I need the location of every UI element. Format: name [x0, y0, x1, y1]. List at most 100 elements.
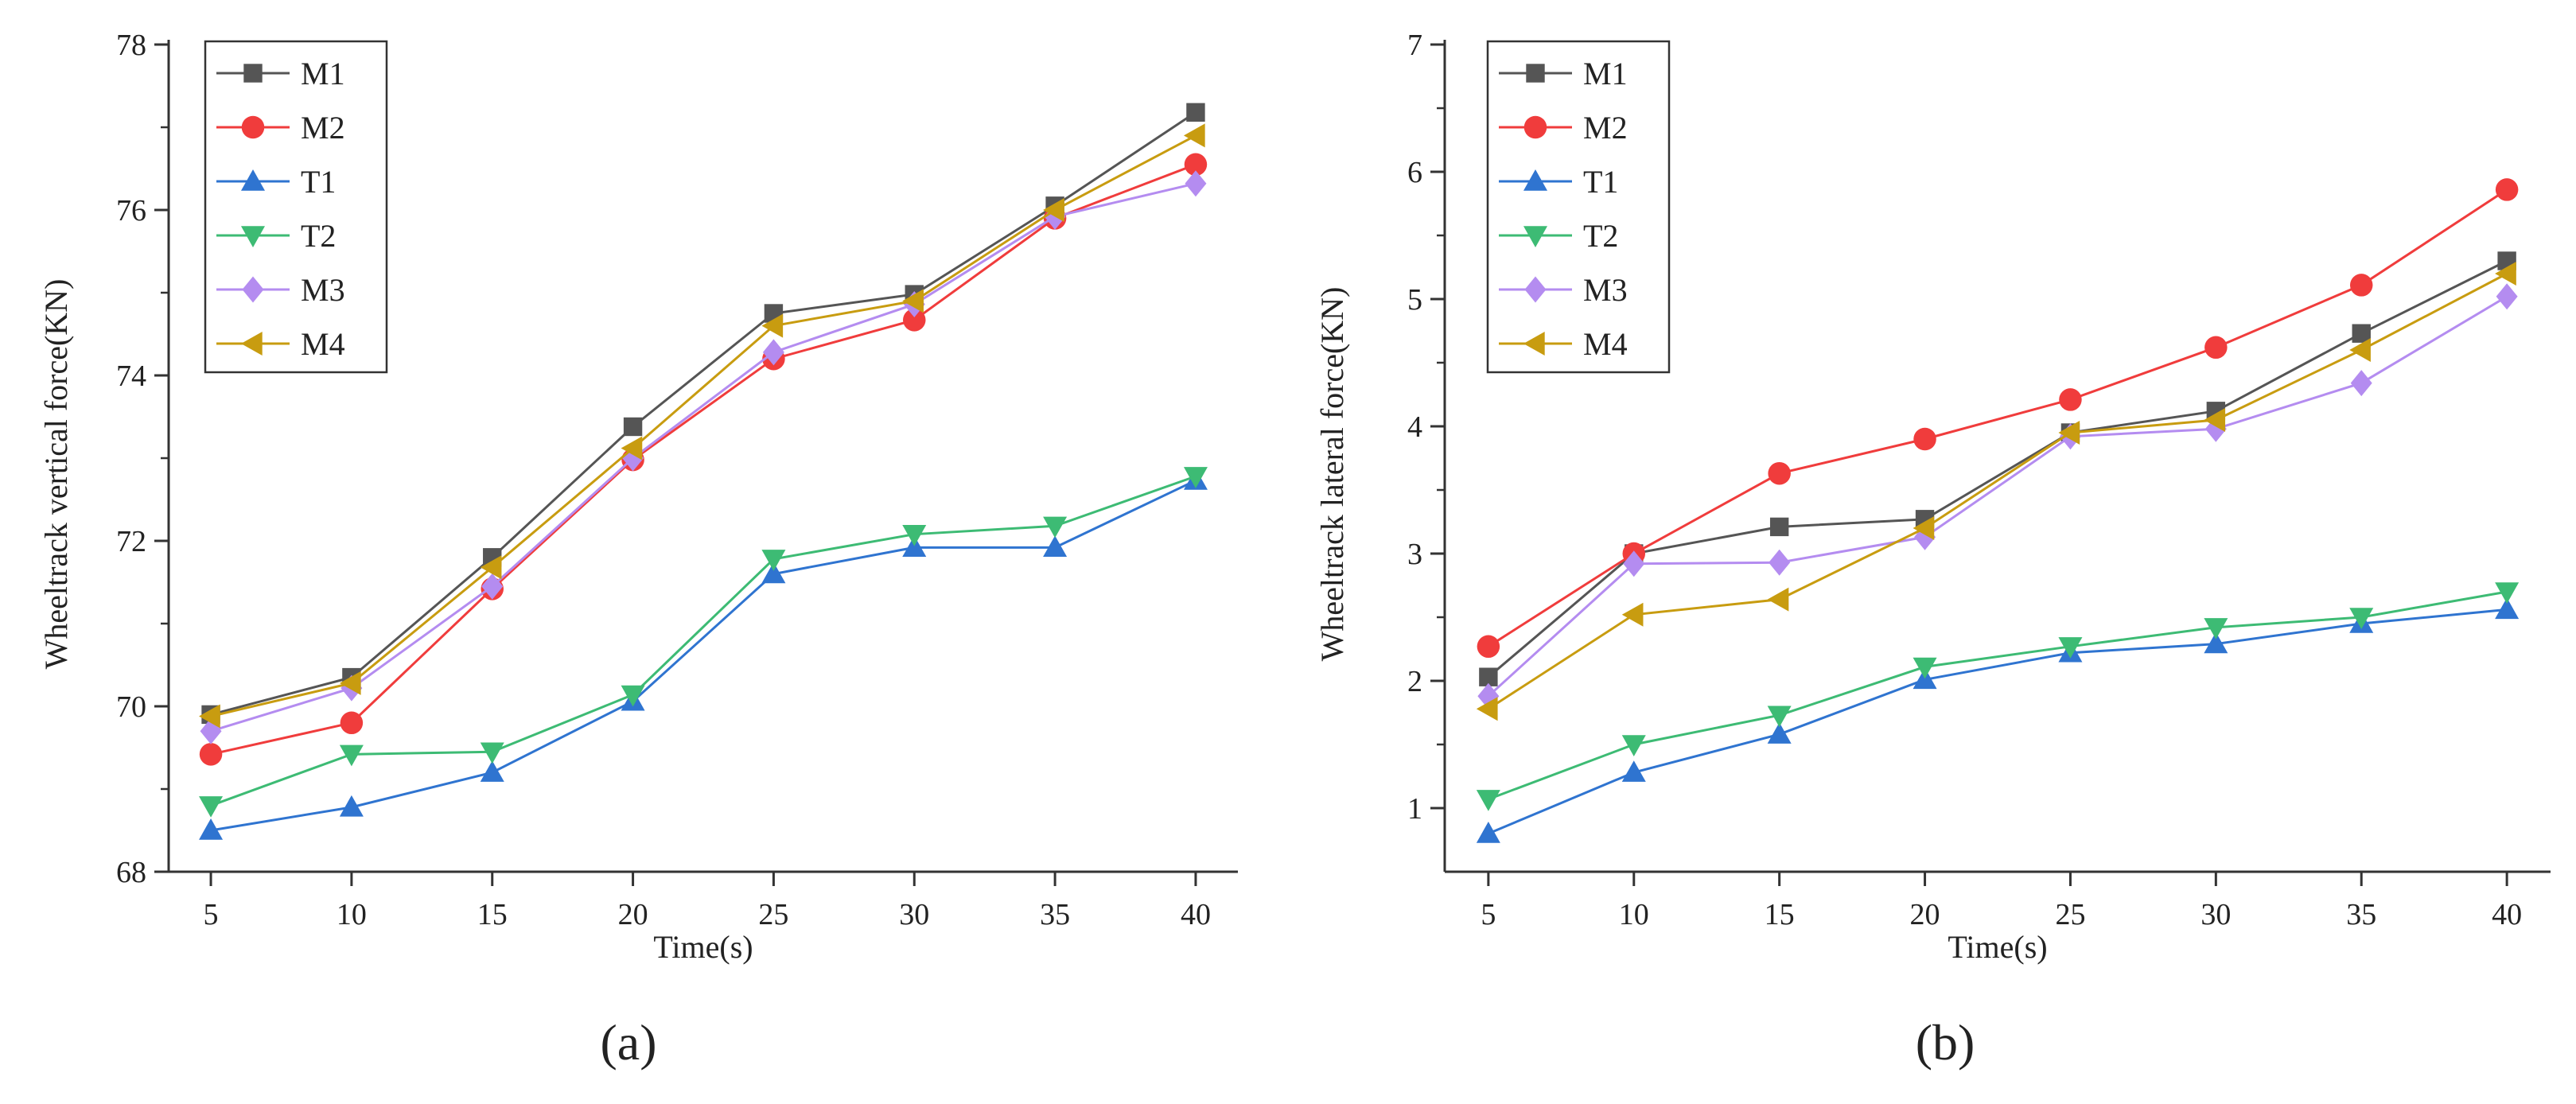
y-tick-label: 76 — [116, 194, 146, 227]
legend-marker — [241, 169, 265, 191]
legend-label: M1 — [1583, 56, 1628, 91]
data-point-t1 — [1476, 822, 1500, 843]
legend-item-m1: M1 — [216, 56, 345, 91]
data-point-m3 — [1769, 549, 1791, 576]
data-point-t2 — [1043, 516, 1068, 538]
legend-marker — [241, 226, 265, 247]
y-tick-label: 3 — [1407, 538, 1422, 571]
legend-marker — [1524, 276, 1547, 303]
legend-marker — [1523, 332, 1545, 356]
legend-label: M1 — [301, 56, 345, 91]
data-point-m4 — [1043, 198, 1064, 222]
series-line-t2 — [1488, 590, 2508, 801]
data-point-m4 — [761, 313, 784, 338]
x-tick-label: 35 — [2346, 898, 2376, 931]
chart-panel-a: 5 10 15 20 25 30 35 40 68 70 72 74 76 78 Time(s) Wheelt… — [38, 29, 1238, 965]
panel-caption-a: (a) — [600, 1014, 656, 1071]
data-point-m1 — [623, 417, 643, 437]
x-tick-label: 5 — [204, 898, 219, 931]
x-axis-title: Time(s) — [653, 929, 753, 965]
data-point-t2 — [199, 796, 224, 818]
series-line-m3 — [210, 182, 1197, 733]
data-point-m2 — [340, 711, 364, 735]
legend-marker — [241, 115, 265, 139]
x-tick-label: 25 — [758, 898, 788, 931]
data-point-m2 — [1913, 427, 1936, 451]
data-point-t2 — [2349, 608, 2374, 629]
legend-item-t1: T1 — [1499, 164, 1618, 200]
data-point-m4 — [2349, 338, 2371, 362]
y-tick-label: 5 — [1407, 283, 1422, 317]
data-point-t2 — [2204, 618, 2228, 639]
series-line-m1 — [1487, 259, 2508, 678]
legend-label: M2 — [301, 110, 345, 146]
data-point-m4 — [621, 436, 643, 461]
legend-marker — [242, 276, 264, 303]
data-point-t1 — [2204, 632, 2228, 654]
data-point-m2 — [2349, 274, 2373, 297]
chart-panel-b: 5 10 15 20 25 30 35 40 1 2 3 4 5 6 7 Time(s) Wheeltrack … — [1314, 29, 2551, 965]
y-axis-title: Wheeltrack lateral force(KN) — [1314, 287, 1350, 662]
x-axis-title: Time(s) — [1948, 929, 2047, 965]
data-point-m4 — [339, 671, 361, 695]
legend-marker — [241, 332, 263, 356]
legend-label: T2 — [301, 218, 336, 254]
legend-label: T2 — [1583, 218, 1618, 254]
data-point-t1 — [199, 818, 224, 840]
data-point-t2 — [339, 744, 364, 767]
data-point-t2 — [621, 685, 645, 707]
data-point-m4 — [199, 704, 220, 729]
legend-item-m3: M3 — [1499, 272, 1628, 308]
data-point-t2 — [1767, 706, 1792, 728]
series-line-m4 — [1488, 272, 2508, 710]
data-point-m2 — [903, 309, 926, 332]
data-point-t1 — [339, 795, 364, 817]
data-point-t2 — [1913, 657, 1937, 679]
y-tick-label: 68 — [116, 856, 146, 889]
data-point-m2 — [1477, 635, 1500, 659]
series-m4 — [1476, 262, 2516, 721]
data-point-m4 — [2495, 262, 2516, 286]
legend-label: M4 — [301, 326, 345, 362]
data-point-m1 — [1769, 517, 1789, 537]
legend-marker — [1523, 226, 1547, 247]
x-tick-label: 40 — [1181, 898, 1211, 931]
data-point-m4 — [2058, 421, 2080, 445]
legend-marker — [1523, 115, 1547, 139]
data-point-t2 — [480, 742, 504, 764]
data-point-m4 — [2204, 408, 2226, 432]
data-point-t2 — [761, 550, 786, 571]
legend-item-m1: M1 — [1499, 56, 1628, 91]
legend-item-m2: M2 — [216, 110, 345, 146]
data-point-m3 — [2350, 370, 2372, 397]
x-tick-label: 30 — [2200, 898, 2231, 931]
data-point-t1 — [2495, 597, 2520, 620]
data-point-t2 — [1476, 790, 1500, 811]
data-point-m3 — [1623, 550, 1645, 577]
legend-label: T1 — [1583, 164, 1618, 200]
x-tick-label: 15 — [1765, 898, 1795, 931]
series-m2 — [1477, 178, 2519, 659]
data-point-m1 — [1479, 667, 1498, 686]
data-point-m4 — [1183, 123, 1205, 148]
series-line-t2 — [210, 475, 1197, 807]
data-point-t2 — [902, 524, 927, 546]
data-point-m2 — [2495, 178, 2519, 201]
legend-item-m3: M3 — [216, 272, 345, 308]
data-point-m2 — [2204, 336, 2228, 360]
legend-marker — [243, 64, 263, 83]
y-axis-title: Wheeltrack vertical force(KN) — [38, 279, 74, 670]
data-point-t1 — [761, 562, 786, 584]
data-point-m2 — [199, 743, 223, 766]
legend: M1 M2 T1 T2 M3 M4 — [1486, 40, 1671, 374]
legend-marker — [1526, 64, 1545, 83]
legend-item-t2: T2 — [216, 218, 336, 254]
data-point-m3 — [762, 339, 784, 366]
data-point-m2 — [2059, 388, 2082, 411]
data-point-t1 — [1621, 760, 1646, 782]
series-t1 — [1476, 597, 2520, 843]
data-point-m4 — [480, 555, 502, 580]
data-point-m1 — [2352, 324, 2371, 343]
y-tick-label: 70 — [116, 690, 146, 724]
y-tick-label: 72 — [116, 525, 146, 558]
